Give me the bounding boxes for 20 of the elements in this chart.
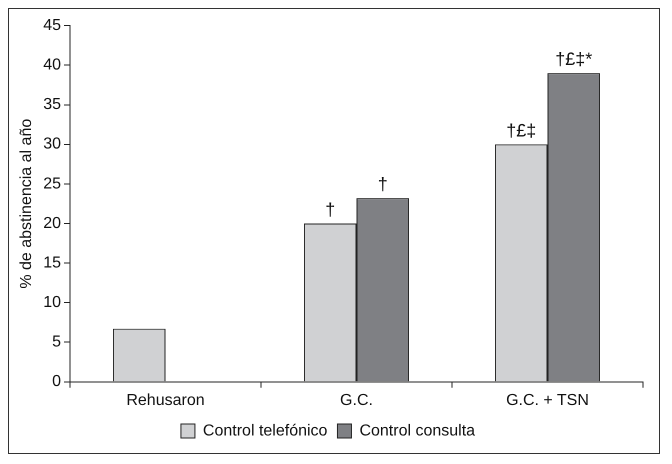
annotation: † [378, 174, 388, 194]
annotation: † [325, 199, 336, 220]
annotation: †£‡* [555, 49, 592, 70]
x-tick-label: G.C. + TSN [506, 392, 589, 409]
y-tick-label: 20 [43, 214, 62, 232]
legend-label: Control consulta [359, 422, 476, 440]
y-tick-label: 10 [43, 294, 62, 312]
y-axis-title: % de abstinencia al año [18, 118, 36, 289]
y-tick-label: 40 [43, 56, 62, 74]
y-tick-label: 25 [43, 175, 62, 192]
legend-label: Control telefónico [202, 422, 328, 440]
annotation: †£‡ [506, 120, 536, 140]
y-tick-label: 45 [43, 17, 62, 34]
y-tick-label: 15 [43, 254, 62, 272]
x-tick-label: Rehusaron [126, 392, 205, 409]
y-tick-label: 30 [43, 136, 62, 153]
x-tick-label: G.C. [340, 392, 373, 409]
y-tick-label: 5 [52, 334, 62, 351]
y-tick-label: 0 [52, 373, 62, 390]
y-tick-label: 35 [43, 96, 62, 114]
